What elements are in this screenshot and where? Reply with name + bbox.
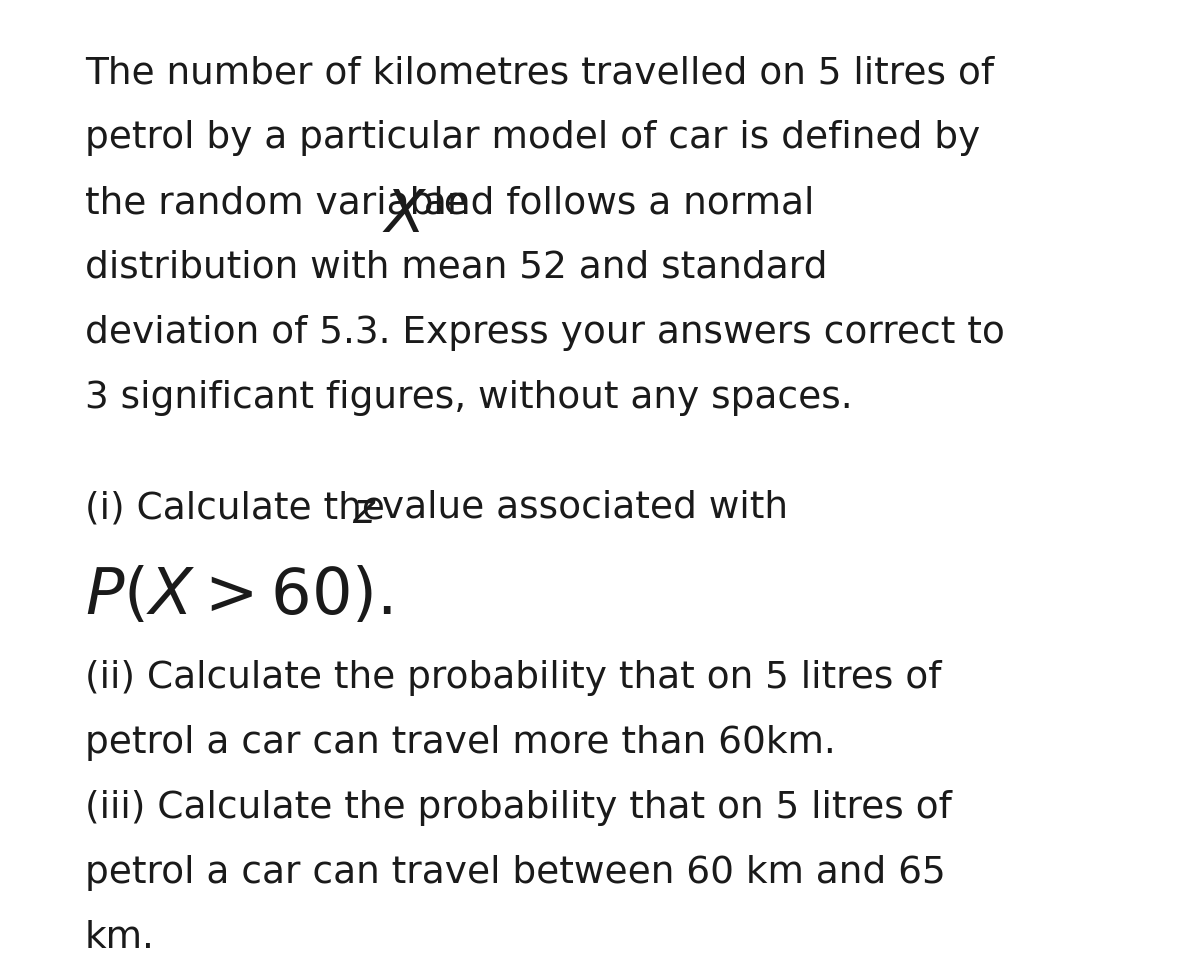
Text: $P(X > 60).$: $P(X > 60).$ — [85, 565, 392, 627]
Text: the random variable: the random variable — [85, 185, 479, 221]
Text: (iii) Calculate the probability that on 5 litres of: (iii) Calculate the probability that on … — [85, 790, 952, 826]
Text: deviation of 5.3. Express your answers correct to: deviation of 5.3. Express your answers c… — [85, 315, 1004, 351]
Text: petrol a car can travel more than 60km.: petrol a car can travel more than 60km. — [85, 725, 835, 761]
Text: distribution with mean 52 and standard: distribution with mean 52 and standard — [85, 250, 828, 286]
Text: The number of kilometres travelled on 5 litres of: The number of kilometres travelled on 5 … — [85, 55, 994, 91]
Text: petrol by a particular model of car is defined by: petrol by a particular model of car is d… — [85, 120, 980, 156]
Text: $\mathit{z}$: $\mathit{z}$ — [353, 490, 377, 532]
Text: and follows a normal: and follows a normal — [412, 185, 815, 221]
Text: 3 significant figures, without any spaces.: 3 significant figures, without any space… — [85, 380, 853, 416]
Text: (ii) Calculate the probability that on 5 litres of: (ii) Calculate the probability that on 5… — [85, 660, 942, 696]
Text: petrol a car can travel between 60 km and 65: petrol a car can travel between 60 km an… — [85, 855, 946, 891]
Text: value associated with: value associated with — [371, 490, 788, 526]
Text: km.: km. — [85, 920, 155, 956]
Text: (i) Calculate the: (i) Calculate the — [85, 490, 397, 526]
Text: $\mathit{X}$: $\mathit{X}$ — [382, 187, 427, 244]
